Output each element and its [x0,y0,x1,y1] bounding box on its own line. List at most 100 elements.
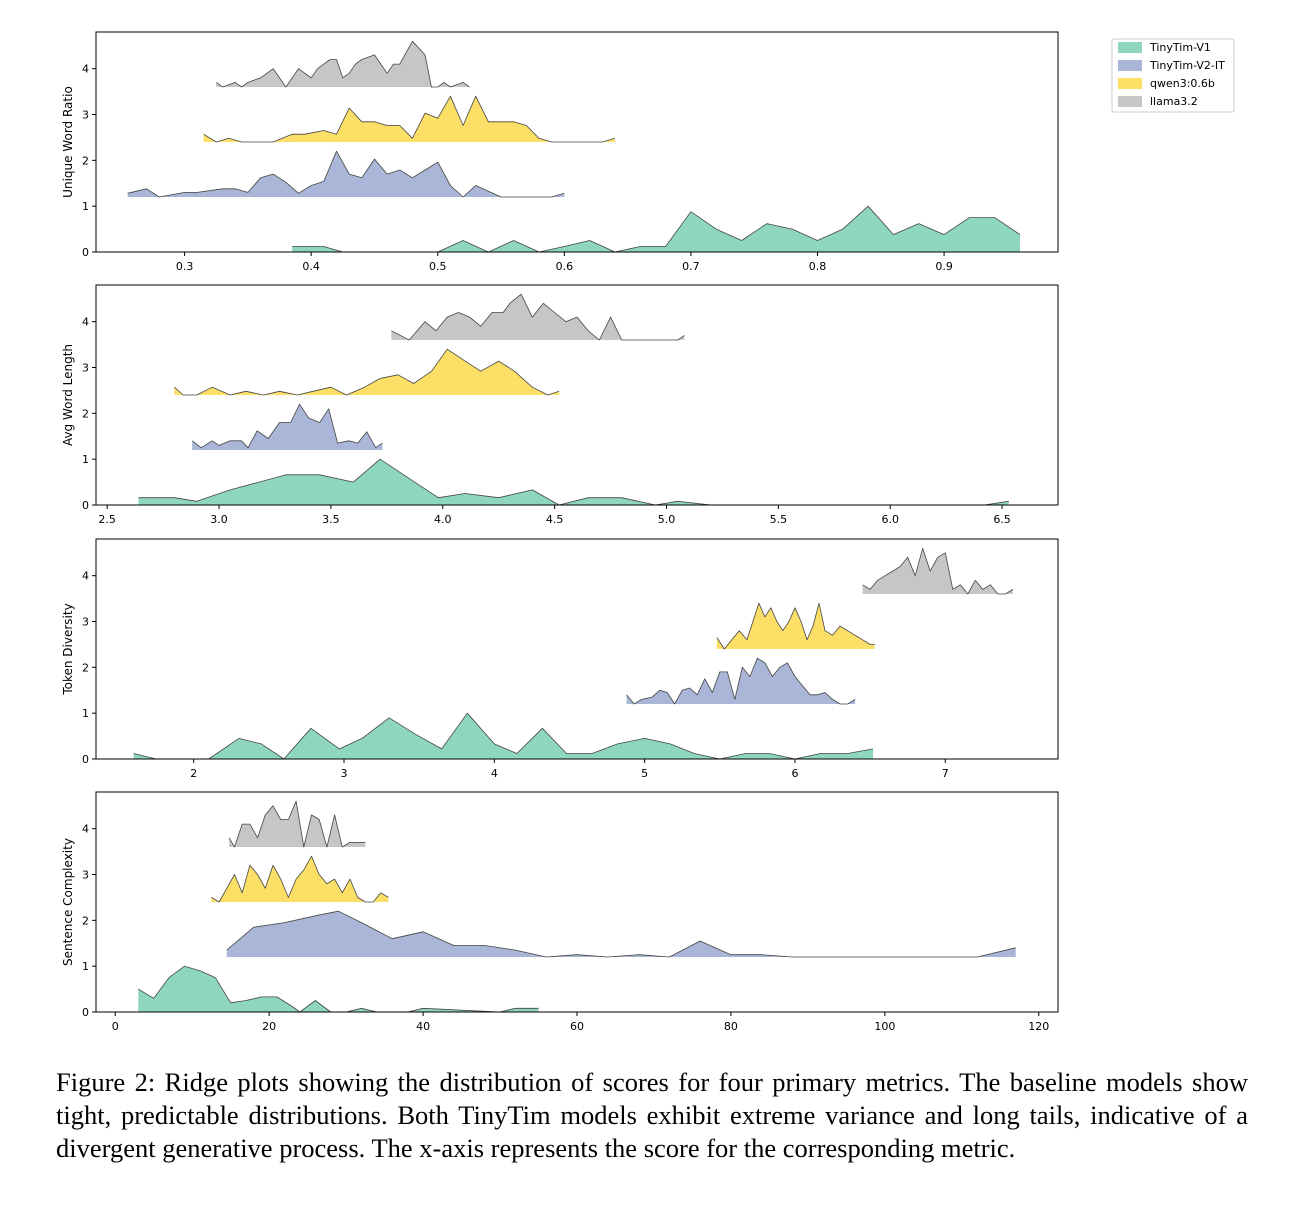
legend-frame [1111,38,1235,113]
x-tick-label: 2.5 [98,513,116,526]
x-tick-label: 5.5 [770,513,788,526]
x-tick-label: 6.0 [881,513,899,526]
x-tick-label: 120 [1028,1020,1049,1033]
ridge-fill-qwen3-0-6b [203,96,615,142]
ridge-fill-qwen3-0-6b [716,603,875,649]
y-axis-label: Sentence Complexity [61,838,75,966]
ridge-line-tinytim-v1 [133,712,874,760]
ridge-fill-llama3-2 [229,801,366,847]
x-tick-label: 0 [112,1020,119,1033]
panel-avg-word-length: 0 1 2 3 4 2.5 3.0 3.5 4.0 4.5 5.0 5.5 6.0 6.5 Avg Word… [61,284,1059,526]
legend-label-llama3-2: llama3.2 [1150,95,1198,108]
ridge-fill-tinytim-v2-it [626,658,856,704]
x-tick-label: 20 [262,1020,276,1033]
x-tick-label: 0.9 [935,260,953,273]
y-axis-label: Avg Word Length [61,344,75,446]
x-tick-label: 4 [491,767,498,780]
x-tick-label: 6 [791,767,798,780]
x-tick-label: 3 [341,767,348,780]
y-tick-label: 0 [82,753,89,766]
legend-swatch-llama3-2 [1118,96,1142,107]
ridge-fill-llama3-2 [862,548,1013,594]
ridge-line-tinytim-v1 [138,458,1009,506]
y-tick-label: 0 [82,1006,89,1019]
y-tick-label: 2 [82,661,89,674]
ridge-plot-figure: 0 1 2 3 4 0.3 0.4 0.5 0.6 0.7 0.8 0.9 Unique Word Ra… [61,31,1235,1033]
ridge-fill-tinytim-v2-it [192,404,383,450]
ridge-fill-tinytim-v1 [292,206,1020,252]
legend-label-tinytim-v2-it: TinyTim-V2-IT [1149,59,1225,72]
y-axis-label: Unique Word Ratio [61,86,75,198]
ridge-fill-qwen3-0-6b [211,856,389,902]
ridge-line-qwen3-0-6b [211,855,389,903]
y-tick-label: 3 [82,616,89,629]
ridge-line-qwen3-0-6b [203,95,616,143]
ridge-line-llama3-2 [391,293,685,341]
x-tick-label: 2 [190,767,197,780]
ridge-line-tinytim-v2-it [127,150,565,198]
x-tick-label: 100 [874,1020,895,1033]
ridge-fill-tinytim-v2-it [127,151,565,197]
x-tick-label: 40 [416,1020,430,1033]
y-tick-label: 1 [82,453,89,466]
ridge-line-tinytim-v1 [292,205,1021,253]
x-tick-label: 0.4 [302,260,320,273]
y-tick-label: 4 [82,570,89,583]
x-tick-label: 60 [570,1020,584,1033]
ridge-fill-qwen3-0-6b [174,349,560,395]
y-tick-label: 3 [82,362,89,375]
ridge-fill-tinytim-v1 [133,713,874,759]
legend-swatch-tinytim-v1 [1118,42,1142,53]
legend-label-qwen3-0-6b: qwen3:0.6b [1150,77,1215,90]
x-tick-label: 4.0 [434,513,452,526]
y-axis-label: Token Diversity [61,603,75,695]
legend-swatch-tinytim-v2-it [1118,60,1142,71]
x-tick-label: 80 [724,1020,738,1033]
ridge-line-tinytim-v2-it [226,910,1016,958]
x-tick-label: 3.5 [322,513,340,526]
ridge-fill-llama3-2 [391,294,685,340]
x-tick-label: 4.5 [546,513,564,526]
figure-caption: Figure 2: Ridge plots showing the distri… [56,1067,1248,1163]
panels-group: 0 1 2 3 4 0.3 0.4 0.5 0.6 0.7 0.8 0.9 Unique Word Ra… [61,31,1059,1033]
axes-frame [95,538,1059,760]
y-tick-label: 4 [82,823,89,836]
y-tick-label: 1 [82,960,89,973]
axes-frame [95,31,1059,253]
ridge-line-llama3-2 [216,40,470,88]
y-tick-label: 0 [82,499,89,512]
y-tick-label: 4 [82,316,89,329]
y-tick-label: 4 [82,63,89,76]
y-tick-label: 2 [82,914,89,927]
axes-frame [95,284,1059,506]
y-tick-label: 2 [82,407,89,420]
y-tick-label: 1 [82,200,89,213]
panel-token-diversity: 0 1 2 3 4 2 3 4 5 6 7 Token Diversity [61,538,1059,780]
ridge-line-qwen3-0-6b [716,602,875,650]
ridge-line-llama3-2 [228,800,366,848]
x-tick-label: 0.5 [429,260,447,273]
x-tick-label: 0.6 [556,260,574,273]
y-tick-label: 1 [82,707,89,720]
ridge-line-tinytim-v2-it [626,657,856,705]
x-tick-label: 6.5 [993,513,1011,526]
ridge-fill-tinytim-v1 [138,966,539,1012]
x-tick-label: 5.0 [658,513,676,526]
ridge-fill-tinytim-v2-it [226,911,1016,957]
legend-swatch-qwen3-0-6b [1118,78,1142,89]
x-tick-label: 5 [641,767,648,780]
ridge-line-llama3-2 [862,547,1014,595]
y-tick-label: 3 [82,869,89,882]
ridge-line-tinytim-v2-it [191,403,383,449]
x-tick-label: 7 [942,767,949,780]
x-tick-label: 0.3 [176,260,194,273]
legend-label-tinytim-v1: TinyTim-V1 [1149,41,1211,54]
x-tick-label: 0.8 [809,260,827,273]
legend: TinyTim-V1 TinyTim-V2-IT qwen3:0.6b llama3.… [1111,38,1235,113]
y-tick-label: 2 [82,154,89,167]
y-tick-label: 3 [82,109,89,122]
panel-unique-word-ratio: 0 1 2 3 4 0.3 0.4 0.5 0.6 0.7 0.8 0.9 Unique Word Ra… [61,31,1059,273]
y-tick-label: 0 [82,246,89,259]
ridge-line-qwen3-0-6b [174,348,560,396]
